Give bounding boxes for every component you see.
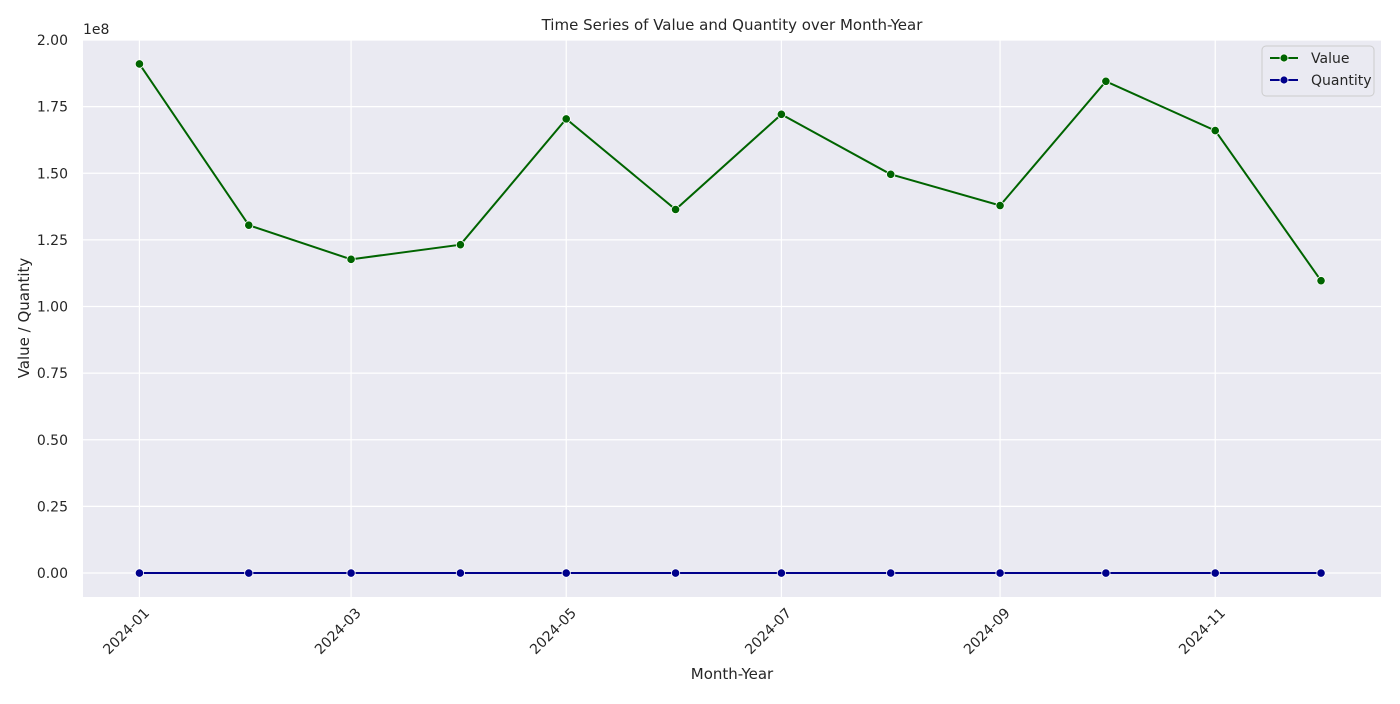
data-point-quantity: [776, 568, 786, 578]
y-tick-label: 0.00: [37, 566, 68, 582]
x-tick-label: 2024-01: [100, 605, 153, 658]
plot-background: [83, 40, 1381, 597]
x-axis-label: Month-Year: [691, 665, 774, 683]
legend-marker-quantity: [1279, 75, 1289, 85]
x-axis-ticks: 2024-01 2024-03 2024-05 2024-07 2024-09 2024-…: [100, 605, 1228, 658]
data-point-value: [995, 200, 1005, 211]
data-point-quantity: [134, 568, 145, 578]
data-point-quantity: [886, 568, 896, 578]
y-tick-label: 0.50: [37, 433, 68, 449]
data-point-value: [346, 254, 356, 264]
data-point-quantity: [455, 568, 466, 578]
x-tick-label: 2024-11: [1176, 605, 1229, 658]
y-tick-label: 1.50: [37, 166, 68, 182]
legend: Value Quantity: [1261, 45, 1375, 97]
data-point-quantity: [1101, 568, 1111, 578]
x-tick-label: 2024-09: [961, 605, 1014, 658]
y-offset-label: 1e8: [83, 22, 109, 38]
x-tick-label: 2024-07: [742, 605, 795, 658]
data-point-value: [561, 114, 571, 124]
data-point-value: [670, 204, 681, 215]
data-point-value: [134, 59, 145, 69]
y-tick-label: 1.75: [37, 100, 68, 116]
data-point-value: [776, 109, 786, 119]
data-point-quantity: [1316, 568, 1326, 578]
data-point-quantity: [995, 568, 1005, 578]
y-tick-label: 0.75: [37, 366, 68, 382]
data-point-value: [1101, 76, 1111, 86]
data-point-value: [1210, 126, 1220, 136]
data-point-value: [455, 240, 466, 250]
series-line-value: [138, 63, 1322, 282]
chart-title: Time Series of Value and Quantity over M…: [541, 16, 924, 34]
x-tick-label: 2024-03: [312, 605, 365, 658]
y-tick-label: 1.00: [37, 300, 68, 316]
y-axis-label: Value / Quantity: [15, 258, 33, 379]
legend-label-value: Value: [1311, 51, 1349, 67]
legend-label-quantity: Quantity: [1311, 73, 1372, 89]
data-point-quantity: [346, 568, 356, 578]
series-layer: [134, 59, 1326, 578]
data-point-quantity: [1210, 568, 1220, 578]
data-point-value: [1316, 276, 1326, 286]
legend-marker-value: [1279, 53, 1289, 63]
x-tick-label: 2024-05: [527, 605, 580, 658]
data-point-quantity: [670, 568, 681, 578]
y-tick-label: 2.00: [37, 33, 68, 49]
data-point-value: [244, 220, 254, 230]
y-tick-label: 0.25: [37, 499, 68, 515]
data-point-quantity: [561, 568, 571, 578]
grid: [83, 39, 1381, 597]
y-axis-ticks: 0.00 0.25 0.50 0.75 1.00 1.25 1.50 1.75 2.00: [37, 33, 68, 582]
data-point-quantity: [244, 568, 254, 578]
y-tick-label: 1.25: [37, 233, 68, 249]
data-point-value: [886, 169, 896, 179]
